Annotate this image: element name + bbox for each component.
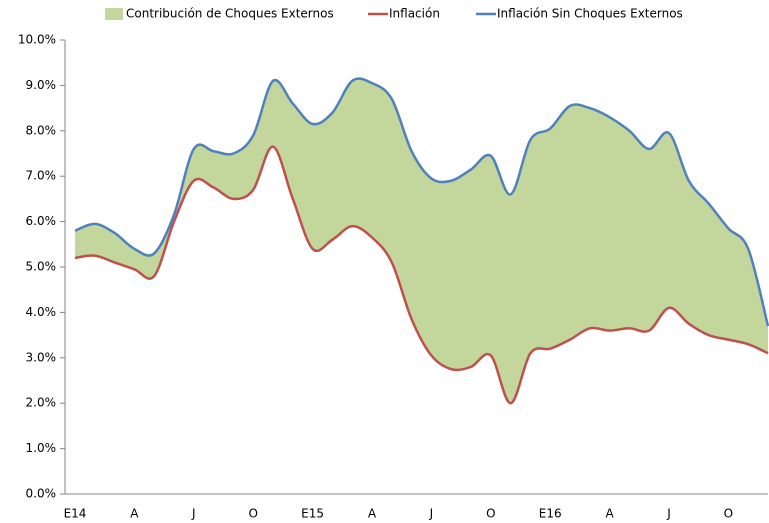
- legend-label: Contribución de Choques Externos: [126, 7, 334, 21]
- y-tick-label: 4.0%: [26, 305, 57, 319]
- y-tick-label: 6.0%: [26, 214, 57, 228]
- x-tick-label: J: [191, 507, 196, 521]
- x-tick-label: O: [248, 507, 257, 521]
- x-tick-label: O: [486, 507, 495, 521]
- x-tick-label: J: [429, 507, 434, 521]
- x-tick-label: E15: [301, 507, 324, 521]
- legend-label: Inflación: [389, 7, 440, 21]
- x-tick-label: A: [368, 507, 377, 521]
- x-tick-label: A: [605, 507, 614, 521]
- y-tick-label: 8.0%: [26, 123, 57, 137]
- y-tick-label: 7.0%: [26, 169, 57, 183]
- y-tick-label: 10.0%: [18, 33, 56, 47]
- x-tick-label: E14: [64, 507, 87, 521]
- y-tick-label: 0.0%: [26, 487, 57, 501]
- y-tick-label: 3.0%: [26, 350, 57, 364]
- y-tick-label: 1.0%: [26, 441, 57, 455]
- legend-swatch: [105, 8, 123, 20]
- contribution-area: [75, 78, 768, 404]
- y-tick-label: 5.0%: [26, 260, 57, 274]
- y-tick-label: 2.0%: [26, 396, 57, 410]
- legend-label: Inflación Sin Choques Externos: [497, 7, 683, 21]
- x-tick-label: E16: [539, 507, 562, 521]
- x-tick-label: A: [130, 507, 139, 521]
- series-line: [74, 77, 769, 327]
- y-tick-label: 9.0%: [26, 78, 57, 92]
- series-line: [74, 145, 769, 405]
- x-tick-label: O: [724, 507, 733, 521]
- x-tick-label: J: [666, 507, 671, 521]
